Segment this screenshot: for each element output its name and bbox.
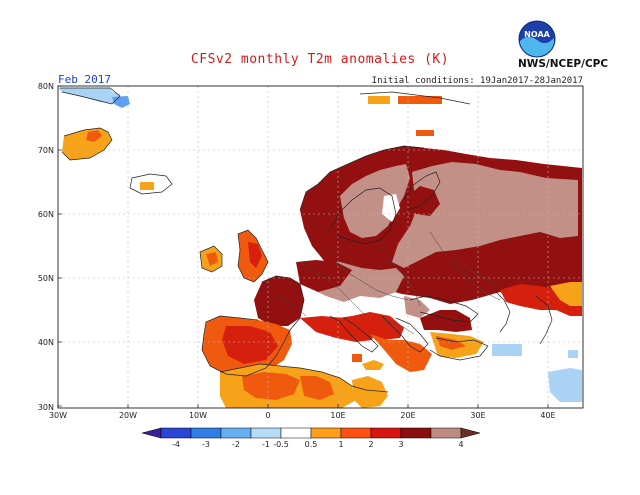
- lat-label-70n: 70N: [38, 146, 54, 155]
- chart-title: CFSv2 monthly T2m anomalies (K): [190, 52, 450, 67]
- colorbar-seg-7: [340, 427, 372, 439]
- axis-ticks: [57, 85, 549, 408]
- lon-label-40e: 40E: [540, 411, 555, 420]
- lon-label-0: 0: [265, 411, 270, 420]
- coastlines: [60, 87, 553, 393]
- lat-label-40n: 40N: [38, 338, 54, 347]
- lon-label-30w: 30W: [49, 411, 67, 420]
- colorbar-seg-2: [190, 427, 222, 439]
- colorbar-label-1: -3: [202, 440, 210, 449]
- colorbar-seg-3: [220, 427, 252, 439]
- colorbar-seg-9: [400, 427, 432, 439]
- agency-label: NWS/NCEP/CPC: [518, 58, 609, 70]
- colorbar-arrow-high: [460, 427, 481, 439]
- lon-label-30e: 30E: [470, 411, 485, 420]
- colorbar-label-9: 4: [458, 440, 463, 449]
- lon-label-20e: 20E: [400, 411, 415, 420]
- initial-conditions: Initial conditions: 19Jan2017-28Jan2017: [371, 76, 583, 86]
- colorbar-seg-6: [310, 427, 342, 439]
- lon-label-10w: 10W: [189, 411, 207, 420]
- colorbar-label-4: -0.5: [273, 440, 289, 449]
- colorbar-label-2: -2: [232, 440, 240, 449]
- colorbar-seg-8: [370, 427, 402, 439]
- lat-label-80n: 80N: [38, 82, 54, 91]
- colorbar-seg-1: [160, 427, 192, 439]
- lat-label-60n: 60N: [38, 210, 54, 219]
- colorbar-label-7: 2: [368, 440, 373, 449]
- lat-label-30n: 30N: [38, 403, 54, 412]
- colorbar-seg-5: [280, 427, 312, 439]
- colorbar-seg-10: [430, 427, 462, 439]
- colorbar-seg-4: [250, 427, 282, 439]
- forecast-period: Feb 2017: [58, 73, 111, 86]
- graticule: [58, 86, 583, 408]
- lon-label-10e: 10E: [330, 411, 345, 420]
- colorbar-label-0: -4: [172, 440, 180, 449]
- country-borders: [275, 231, 501, 335]
- noaa-logo-text: NOAA: [524, 30, 550, 39]
- map-frame: [57, 85, 584, 409]
- colorbar-label-3: -1: [262, 440, 270, 449]
- colorbar-label-6: 1: [338, 440, 343, 449]
- colorbar-label-8: 3: [398, 440, 403, 449]
- lon-label-20w: 20W: [119, 411, 137, 420]
- noaa-logo-icon: NOAA: [518, 20, 556, 58]
- lat-label-50n: 50N: [38, 274, 54, 283]
- colorbar-seg-0: [141, 427, 162, 439]
- colorbar-label-5: 0.5: [305, 440, 318, 449]
- anomaly-field: [58, 88, 582, 408]
